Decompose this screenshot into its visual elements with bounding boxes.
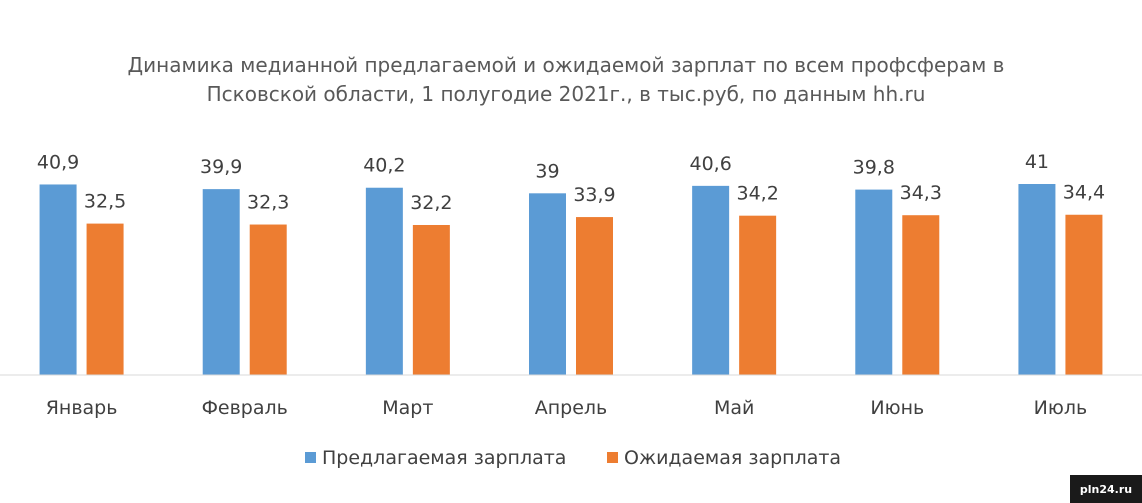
data-label: 40,2 <box>363 155 405 177</box>
chart-title: Динамика медианной предлагаемой и ожидае… <box>128 53 1005 106</box>
data-label: 40,9 <box>37 151 79 173</box>
data-label: 41 <box>1025 151 1049 173</box>
x-tick-label: Январь <box>46 397 118 419</box>
data-label: 39 <box>535 160 559 182</box>
bar-offered <box>855 189 893 375</box>
bar-offered <box>365 187 403 375</box>
bar-expected <box>86 223 124 375</box>
x-tick-label: Май <box>714 397 754 419</box>
watermark: pln24.ru <box>1070 475 1142 503</box>
x-tick-label: Июнь <box>870 397 924 419</box>
chart-title-line: Псковской области, 1 полугодие 2021г., в… <box>207 82 926 106</box>
legend-label: Ожидаемая зарплата <box>624 447 841 469</box>
bar-expected <box>902 215 940 375</box>
bar-expected <box>412 224 450 375</box>
legend-swatch <box>305 452 316 463</box>
data-labels-group: 40,932,5 39,932,3 40,232,2 39 33,9 40,634,2 39… <box>37 151 1105 214</box>
data-label: 34,3 <box>900 182 942 204</box>
data-label: 33,9 <box>573 184 615 206</box>
data-label: 32,5 <box>84 191 126 213</box>
bar-offered <box>202 189 240 375</box>
bar-expected <box>1065 214 1103 375</box>
data-label: 34,2 <box>736 183 778 205</box>
bar-offered <box>1018 184 1056 375</box>
bars-group <box>39 184 1103 375</box>
legend-swatch <box>607 452 618 463</box>
bar-expected <box>576 217 613 375</box>
bar-expected <box>739 215 777 375</box>
bar-offered <box>529 193 566 375</box>
bar-expected <box>249 224 287 375</box>
bar-offered <box>692 185 730 375</box>
data-label: 39,9 <box>200 156 242 178</box>
legend: Предлагаемая зарплата Ожидаемая зарплата <box>305 447 841 469</box>
x-tick-labels: Январь Февраль Март Апрель Май Июнь Июль <box>46 397 1088 419</box>
x-tick-label: Июль <box>1034 397 1088 419</box>
legend-label: Предлагаемая зарплата <box>322 447 566 469</box>
data-label: 40,6 <box>689 153 731 175</box>
data-label: 34,4 <box>1063 182 1105 204</box>
data-label: 32,3 <box>247 192 289 214</box>
data-label: 39,8 <box>853 157 895 179</box>
x-tick-label: Февраль <box>202 397 288 419</box>
data-label: 32,2 <box>410 192 452 214</box>
x-tick-label: Март <box>382 397 433 419</box>
x-tick-label: Апрель <box>535 397 608 419</box>
bar-offered <box>39 184 77 375</box>
chart-title-line: Динамика медианной предлагаемой и ожидае… <box>128 53 1005 77</box>
